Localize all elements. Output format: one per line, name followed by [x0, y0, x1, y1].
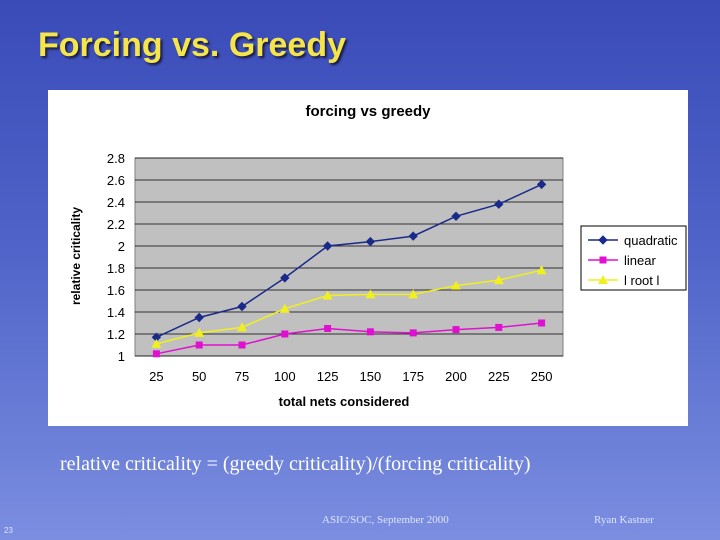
data-point-l-root-l — [408, 289, 419, 299]
data-point-linear — [366, 328, 374, 336]
data-point-l-root-l — [194, 327, 205, 337]
data-point-quadratic — [280, 273, 290, 283]
x-tick-label: 200 — [445, 369, 467, 384]
x-tick-label: 100 — [274, 369, 296, 384]
y-axis-label: relative criticality — [69, 207, 83, 305]
footer-conference: ASIC/SOC, September 2000 — [322, 514, 449, 526]
data-point-l-root-l — [151, 338, 162, 348]
legend-label: quadratic — [624, 233, 678, 248]
data-point-quadratic — [365, 236, 376, 247]
y-tick-label: 2.4 — [107, 195, 125, 210]
data-point-quadratic — [322, 241, 333, 251]
y-tick-label: 1.4 — [107, 305, 125, 320]
data-point-linear — [495, 323, 503, 331]
series-line-quadratic — [156, 183, 542, 338]
y-tick-label: 1.2 — [107, 327, 125, 342]
y-tick-label: 2.6 — [107, 173, 125, 188]
legend: quadratic linear l root l — [580, 225, 687, 291]
legend-marker — [598, 275, 608, 284]
legend-label: linear — [624, 253, 656, 268]
data-point-quadratic — [536, 179, 547, 190]
data-point-quadratic — [494, 199, 504, 209]
y-tick-label: 2.2 — [107, 217, 125, 232]
series-line-l-root-l — [156, 269, 542, 345]
data-point-linear — [409, 329, 417, 337]
x-tick-label: 250 — [531, 369, 553, 384]
legend-marker — [598, 235, 608, 245]
data-point-linear — [281, 330, 289, 338]
x-axis-label: total nets considered — [279, 394, 410, 409]
formula-caption: relative criticality = (greedy criticali… — [60, 453, 531, 475]
y-tick-label: 2 — [118, 239, 125, 254]
footer-author: Ryan Kastner — [594, 514, 654, 526]
y-tick-label: 1 — [118, 349, 125, 364]
data-point-l-root-l — [279, 303, 290, 313]
y-tick-label: 1.8 — [107, 261, 125, 276]
data-point-quadratic — [194, 312, 204, 323]
x-tick-label: 75 — [235, 369, 249, 384]
y-tick-label: 1.6 — [107, 283, 125, 298]
data-point-quadratic — [408, 231, 418, 241]
data-point-linear — [238, 341, 246, 349]
line-chart: forcing vs greedy 2.8 2.6 2.4 2.2 2 1.8 1.6 1.4… — [69, 103, 687, 409]
data-point-linear — [538, 319, 546, 327]
data-point-linear — [324, 325, 332, 332]
chart-panel: forcing vs greedy 2.8 2.6 2.4 2.2 2 1.8 1.6 1.4… — [48, 90, 688, 426]
data-point-l-root-l — [451, 280, 461, 290]
data-point-quadratic — [451, 211, 461, 222]
plot-area — [134, 157, 564, 357]
x-tick-label: 225 — [488, 369, 510, 384]
data-point-l-root-l — [322, 290, 333, 300]
legend-label: l root l — [624, 273, 660, 288]
x-tick-label: 25 — [149, 369, 163, 384]
chart-title: forcing vs greedy — [305, 103, 431, 120]
x-tick-label: 50 — [192, 369, 206, 384]
data-point-l-root-l — [365, 289, 376, 299]
data-point-quadratic — [237, 301, 247, 312]
page-number: 23 — [4, 526, 13, 535]
data-point-l-root-l — [536, 265, 547, 275]
slide-title: Forcing vs. Greedy — [38, 26, 346, 64]
data-point-linear — [195, 341, 203, 349]
data-point-linear — [452, 326, 460, 334]
x-tick-label: 150 — [360, 369, 382, 384]
legend-marker — [599, 256, 607, 264]
data-point-l-root-l — [493, 275, 504, 285]
x-tick-label: 125 — [317, 369, 339, 384]
x-tick-label: 175 — [402, 369, 424, 384]
y-tick-label: 2.8 — [107, 151, 125, 166]
data-point-l-root-l — [237, 322, 247, 332]
series-line-linear — [156, 322, 542, 355]
data-point-linear — [152, 350, 160, 358]
